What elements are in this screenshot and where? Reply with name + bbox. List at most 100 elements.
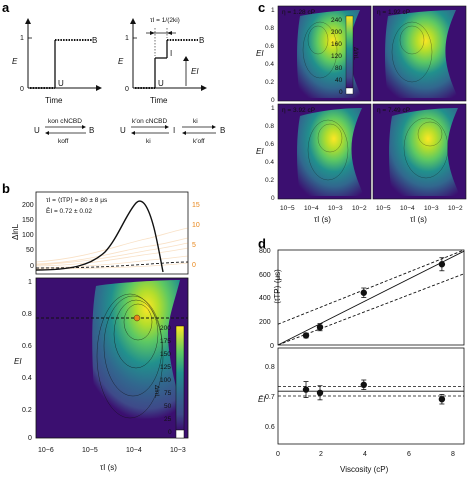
arrow-right-icon	[212, 125, 216, 129]
panel-d: ⟨tTP⟩ (μs) ĒI 800 600 400 200 0 0.8 0.7 …	[258, 248, 465, 474]
data-point	[302, 332, 310, 339]
scheme-i: I	[173, 126, 175, 135]
data-point	[316, 323, 324, 331]
main-ytick: 0.2	[22, 407, 32, 414]
ylabel-e: E	[12, 57, 18, 66]
eta-label: η = 7.49 cP	[377, 107, 410, 114]
colorbar-tick: 100	[160, 377, 171, 384]
ytick: 1	[271, 7, 275, 14]
top-ytick: 0	[30, 263, 34, 270]
colorbar-tick: 40	[335, 77, 343, 84]
scheme-b: B	[220, 126, 225, 135]
panel-c-grid: η = 1.28 cP 240 200 160 120 80 40 0 ΔlnL…	[256, 5, 467, 224]
scheme-two-state: U kon cNCBD koff B	[34, 118, 94, 145]
xtick: 4	[363, 451, 367, 458]
top-right-ytick: 15	[192, 202, 200, 209]
panel-a-label: a	[2, 0, 10, 15]
subpanel-eta-3: η = 3.92 cP	[277, 103, 372, 200]
scheme-ki-top: ki	[193, 118, 198, 125]
xlabel: τI (s)	[100, 463, 117, 472]
top-ytick: 100	[22, 232, 34, 239]
ytick: 0	[271, 97, 275, 104]
ytick: 400	[259, 295, 271, 302]
main-ylabel: EI	[14, 357, 22, 366]
ytick: 0.8	[265, 25, 274, 32]
confidence-upper	[277, 249, 465, 325]
colorbar-label: ΔlnL	[153, 385, 160, 398]
scheme-kon: k′on cNCBD	[132, 118, 167, 125]
colorbar-tick: 25	[164, 416, 172, 423]
scheme-u: U	[34, 126, 40, 135]
top-ytick: 50	[26, 247, 34, 254]
subpanel-eta-2: η = 1.92 cP	[372, 5, 467, 102]
ytick: 0.6	[265, 43, 274, 50]
state-i: I	[170, 49, 172, 58]
colorbar-tick: 120	[331, 53, 342, 60]
eta-label: η = 1.28 cP	[282, 9, 315, 16]
ylabel: EI	[256, 147, 264, 156]
eta-label: η = 3.92 cP	[282, 107, 315, 114]
xlabel: Viscosity (cP)	[340, 465, 389, 474]
arrow-left-icon	[45, 131, 49, 135]
xlabel-time: Time	[45, 96, 63, 105]
panel-b-label: b	[2, 181, 10, 196]
xtick: 10−4	[126, 447, 142, 454]
colorbar-tick: 0	[168, 429, 172, 436]
colorbar-tick: 200	[160, 325, 171, 332]
arrow-right-icon	[201, 85, 207, 91]
ytick: 0	[271, 195, 275, 202]
scheme-ki-bottom: ki	[146, 138, 151, 145]
xtick: 10−6	[38, 447, 54, 454]
panel-c-label: c	[258, 0, 265, 15]
colorbar-tick: 125	[160, 364, 171, 371]
state-b: B	[92, 36, 97, 45]
xtick: 10−5	[280, 205, 295, 212]
top-ytick: 200	[22, 202, 34, 209]
xtick: 10−5	[82, 447, 98, 454]
ytick: 600	[259, 272, 271, 279]
xtick: 10−2	[448, 205, 463, 212]
arrow-right-icon	[82, 125, 86, 129]
arrow-right-icon	[165, 125, 169, 129]
eta-label: η = 1.92 cP	[377, 9, 410, 16]
data-point	[360, 381, 367, 388]
top-right-ytick: 5	[192, 242, 196, 249]
ytick-0: 0	[125, 86, 129, 93]
ytick: 0.4	[265, 61, 274, 68]
ytick-0: 0	[20, 86, 24, 93]
tau-annotation: τI = 1/(2ki)	[150, 17, 180, 24]
top-ytick: 150	[22, 217, 34, 224]
ytick: 0	[270, 343, 274, 350]
top-ylabel: ΔlnL	[11, 223, 20, 240]
colorbar	[175, 325, 185, 431]
xlabel: τI (s)	[314, 215, 331, 224]
xtick: 10−2	[352, 205, 367, 212]
colorbar-tick: 160	[331, 41, 342, 48]
data-point	[438, 261, 446, 268]
fit-line	[277, 250, 465, 346]
arrow-left-icon	[182, 131, 186, 135]
ytick: 200	[259, 319, 271, 326]
xtick: 10−3	[170, 447, 186, 454]
top-ylabel: ⟨tTP⟩ (μs)	[273, 269, 282, 304]
state-u: U	[158, 79, 164, 88]
top-right-ytick: 0	[192, 262, 196, 269]
arrow-right-icon	[96, 85, 102, 91]
ytick: 0.2	[265, 79, 274, 86]
arrow-left-icon	[131, 131, 135, 135]
ytick: 0.6	[265, 424, 275, 431]
colorbar-tick: 200	[331, 29, 342, 36]
arrow-up-icon	[130, 18, 136, 24]
ei-annotation: EI	[191, 67, 199, 76]
panel-b-top-plot: τI = ⟨tTP⟩ = 80 ± 8 μs ĒI = 0.72 ± 0.02 …	[11, 191, 200, 275]
ytick: 0.2	[265, 177, 274, 184]
scheme-kon: kon cNCBD	[48, 118, 82, 125]
state-b: B	[199, 36, 204, 45]
xtick: 6	[407, 451, 411, 458]
ylabel-e: E	[118, 57, 124, 66]
ytick: 800	[259, 248, 271, 255]
ytick: 0.8	[265, 364, 275, 371]
ytick: 0.6	[265, 141, 274, 148]
colorbar-tick: 175	[160, 338, 171, 345]
arrow-up-icon	[183, 56, 189, 61]
